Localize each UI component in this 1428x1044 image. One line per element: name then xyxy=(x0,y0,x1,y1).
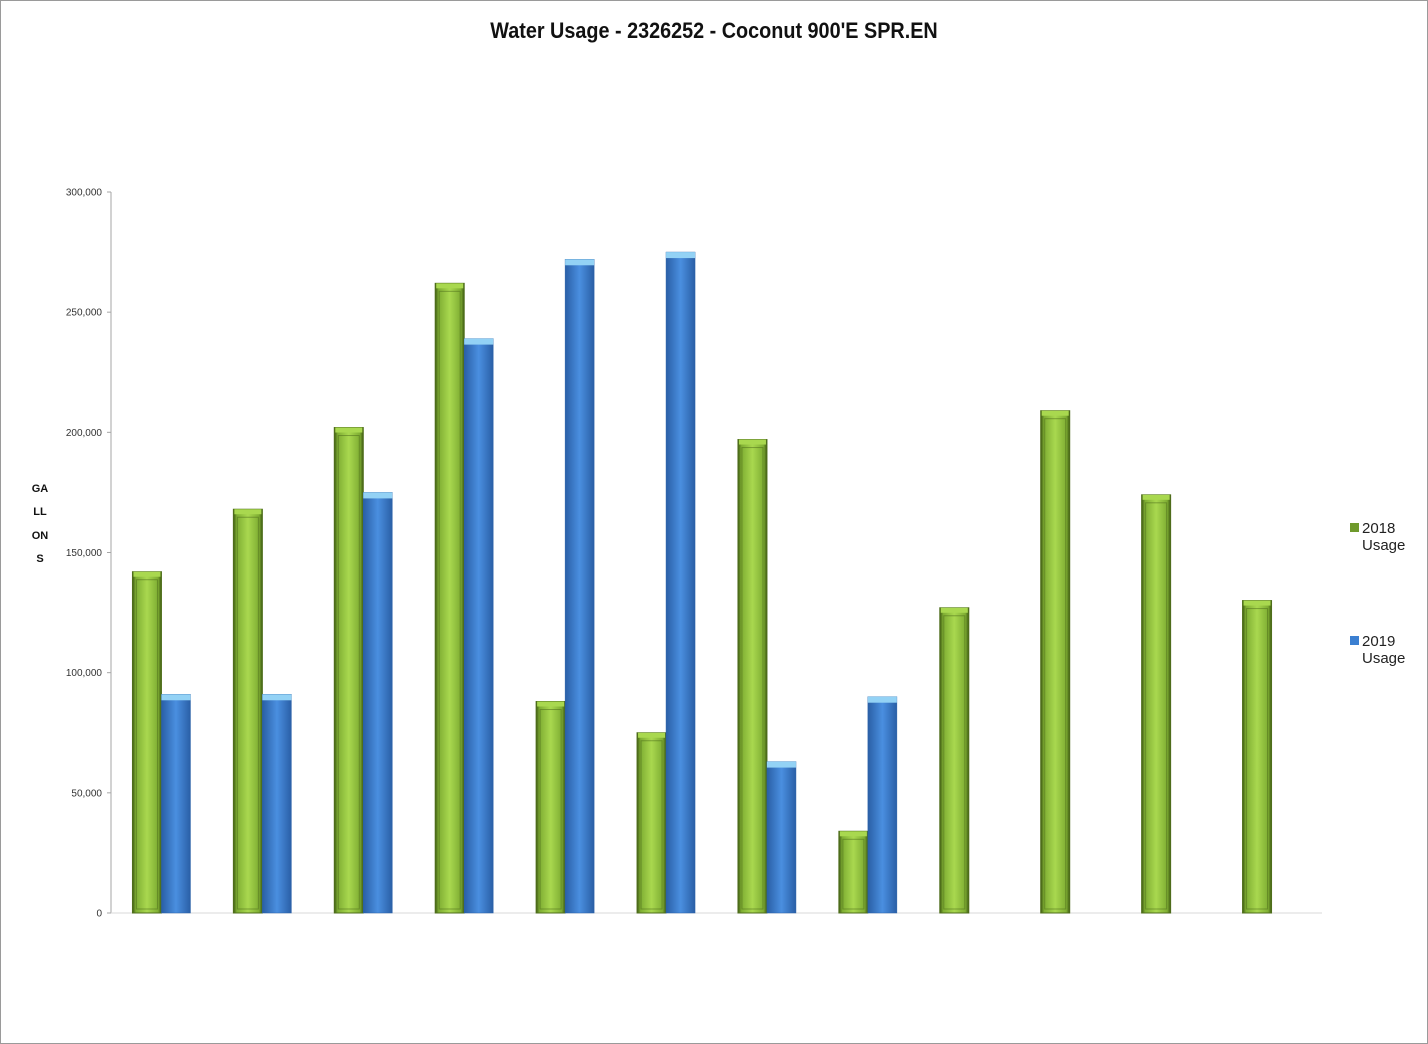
bar-2018-bevel xyxy=(1246,608,1269,910)
bar-2019-cap xyxy=(262,694,292,701)
chart-title: Water Usage - 2326252 - Coconut 900'E SP… xyxy=(490,18,938,43)
y-tick-label: 0 xyxy=(96,909,102,920)
bar-2018-cap xyxy=(738,439,766,445)
bar-2018 xyxy=(1141,494,1172,914)
bar-2019 xyxy=(867,696,898,914)
bar-2019-cap xyxy=(565,259,595,266)
y-tick-label: 100,000 xyxy=(66,668,103,679)
legend-label-2018-year: 2018 xyxy=(1362,520,1396,537)
bar-2019 xyxy=(161,694,191,914)
bar-2018 xyxy=(737,439,768,914)
bar-2018-cap xyxy=(537,701,565,707)
bar-2019-cap xyxy=(766,761,796,768)
bar-2019-body xyxy=(161,694,191,914)
bar-2018 xyxy=(838,830,869,914)
bar-2019-cap xyxy=(161,694,191,701)
bar-2018-cap xyxy=(638,732,666,738)
bar-2019-cap xyxy=(666,252,696,259)
bar-2018-bevel xyxy=(741,447,764,910)
bar-2018-body xyxy=(1040,410,1071,914)
legend-swatch-2018 xyxy=(1350,523,1359,532)
bar-2018-bevel xyxy=(135,579,158,910)
bar-2018-body xyxy=(737,439,768,914)
bar-2019-body xyxy=(463,338,494,914)
legend-label-2019-year: 2019 xyxy=(1362,633,1396,650)
bar-2018 xyxy=(232,508,263,914)
bar-2019-cap xyxy=(867,696,897,703)
bar-2019-body xyxy=(363,492,393,914)
bars-layer xyxy=(131,251,1273,914)
legend-item-2019: 2019 Usage xyxy=(1350,633,1420,667)
bar-2019 xyxy=(766,761,797,914)
bar-2019-body xyxy=(564,259,595,914)
bar-2018-bevel xyxy=(337,435,360,910)
y-tick-label: 150,000 xyxy=(66,548,103,559)
bar-2018-bevel xyxy=(842,838,865,910)
y-axis-label: GALLONS xyxy=(31,483,49,565)
legend-item-2018: 2018 Usage xyxy=(1350,520,1420,554)
legend-label-2019-word: Usage xyxy=(1362,650,1406,667)
bar-2018 xyxy=(1242,600,1273,914)
bar-2018-cap xyxy=(1142,494,1170,500)
y-tick-label: 250,000 xyxy=(66,308,103,319)
y-tick-label: 50,000 xyxy=(71,788,102,799)
bar-2018 xyxy=(434,282,465,914)
bar-2018 xyxy=(131,571,162,914)
bar-2018-cap xyxy=(1041,410,1069,416)
bar-2018 xyxy=(1040,410,1071,914)
bar-2018-bevel xyxy=(943,615,966,910)
bar-2018-body xyxy=(939,607,970,914)
bar-2018-cap xyxy=(839,831,867,837)
bar-2019-cap xyxy=(464,338,494,345)
bar-2018-body xyxy=(131,571,162,914)
bar-2018 xyxy=(939,607,970,914)
axis-layer: 0 50,000 100,000 150,000 200,000 250,000 300,0… xyxy=(66,188,1322,920)
bar-2018-bevel xyxy=(236,516,259,910)
bar-2019 xyxy=(363,492,393,914)
bar-2018-bevel xyxy=(539,709,562,910)
legend-label-2018-word: Usage xyxy=(1362,537,1406,554)
bar-2018-cap xyxy=(940,607,968,613)
bar-2018-body xyxy=(1242,600,1273,914)
bar-2018-bevel xyxy=(640,740,663,910)
bar-2019 xyxy=(463,338,494,914)
bar-2018-bevel xyxy=(1145,502,1168,910)
bar-2018-body xyxy=(838,830,869,914)
bar-2019-cap xyxy=(363,492,393,499)
bar-2019-body xyxy=(665,251,696,914)
bar-2019 xyxy=(262,694,292,914)
bar-2018-cap xyxy=(436,283,464,289)
bar-2018 xyxy=(535,701,566,914)
bar-2018 xyxy=(333,427,364,914)
bar-2019-body xyxy=(766,761,797,914)
bar-2019-body xyxy=(867,696,898,914)
legend-swatch-2019 xyxy=(1350,636,1359,645)
bar-2019-body xyxy=(262,694,292,914)
bar-2018-cap xyxy=(133,571,161,577)
y-tick-label: 300,000 xyxy=(66,188,103,199)
bar-2018-cap xyxy=(1243,600,1271,606)
bar-2019 xyxy=(665,251,696,914)
bar-2018-cap xyxy=(335,427,363,433)
bar-2018-bevel xyxy=(1044,418,1067,910)
bar-2019 xyxy=(564,259,595,914)
bar-2018-body xyxy=(1141,494,1172,914)
bar-2018-cap xyxy=(234,509,262,515)
y-tick-label: 200,000 xyxy=(66,428,103,439)
bar-2018 xyxy=(636,732,667,914)
bar-2018-bevel xyxy=(438,290,461,910)
